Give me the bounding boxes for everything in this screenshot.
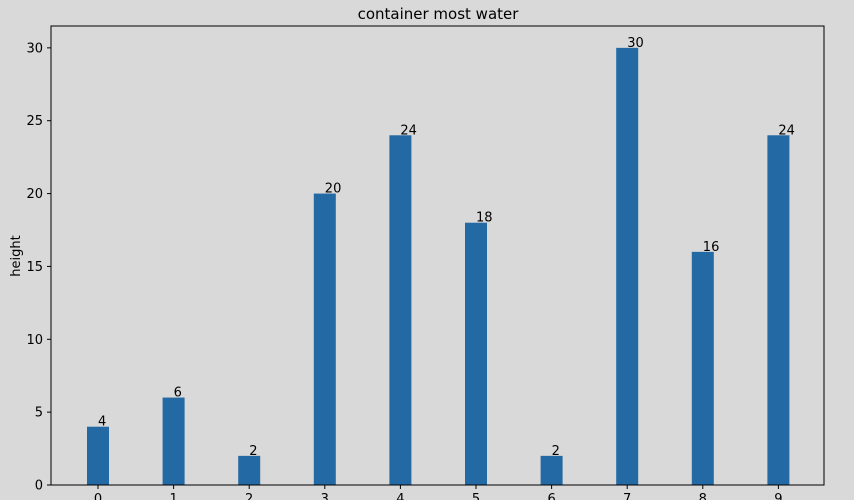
data-label-9: 24 [778,123,795,138]
bar-6 [540,455,563,485]
y-axis-label: height [9,235,24,276]
y-tick-label-30: 30 [26,41,43,56]
data-label-3: 20 [325,182,342,197]
bar-9 [767,135,790,486]
y-tick-label-25: 25 [26,114,43,129]
y-tick-label-15: 15 [26,260,43,275]
x-tick-label-5: 5 [472,492,480,500]
x-tick-label-7: 7 [623,492,631,500]
bar-2 [238,455,261,485]
y-tick-label-10: 10 [26,333,43,348]
data-label-8: 16 [703,240,720,255]
x-tick-label-1: 1 [169,492,177,500]
data-label-2: 2 [249,444,257,459]
x-tick-label-4: 4 [396,492,404,500]
data-label-6: 2 [552,444,560,459]
bar-0 [87,426,109,485]
y-tick-label-20: 20 [26,187,43,202]
bar-1 [162,397,185,485]
x-tick-label-8: 8 [699,492,707,500]
plot-area: 4 6 2 20 24 18 2 30 16 24 0 5 10 15 20 25 30 0 1 2 3 4 5 6 7 8 9 [26,25,825,500]
data-label-1: 6 [174,386,182,401]
data-label-5: 18 [476,211,493,226]
y-tick-label-0: 0 [35,479,43,494]
data-label-7: 30 [627,36,644,51]
plot-frame [50,25,825,486]
bar-5 [465,222,487,485]
x-tick-label-9: 9 [774,492,782,500]
x-tick-label-0: 0 [94,492,102,500]
x-tick-label-6: 6 [547,492,555,500]
data-label-0: 4 [98,415,106,430]
y-tick-label-5: 5 [35,406,43,421]
bar-4 [389,135,412,486]
bar-7 [616,47,639,486]
chart-title: container most water [358,5,520,23]
x-tick-label-2: 2 [245,492,253,500]
bar-8 [691,251,714,485]
bar-3 [313,193,336,485]
data-label-4: 24 [400,123,417,138]
x-tick-label-3: 3 [321,492,329,500]
